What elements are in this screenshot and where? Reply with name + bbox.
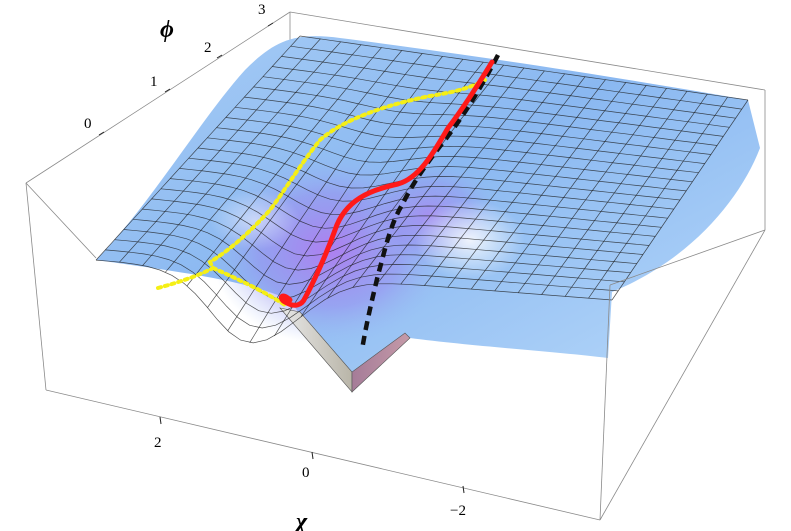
- mesh-line: [216, 127, 693, 183]
- highlight-glow-2: [210, 190, 300, 250]
- phi-tick-label: 1: [150, 74, 158, 90]
- mesh-line: [272, 66, 730, 128]
- series-red-solid: [278, 59, 495, 308]
- highlight-glow: [415, 200, 525, 280]
- mesh-line: [123, 229, 631, 300]
- mesh-line: [188, 157, 674, 210]
- chi-tick-label: 0: [302, 465, 310, 481]
- mesh-line: [244, 96, 711, 155]
- phi-axis: 0 1 2 3 ϕ: [84, 2, 274, 136]
- mesh-line: [170, 178, 662, 229]
- mesh-line: [290, 45, 742, 110]
- mesh-line: [142, 208, 643, 271]
- mesh-line: [133, 218, 637, 285]
- chi-tick-label: 2: [154, 435, 162, 451]
- chi-axis-label: χ: [293, 509, 308, 531]
- phi-tick-label: 3: [258, 2, 266, 18]
- phi-tick-label: 2: [204, 40, 212, 56]
- mesh-line: [235, 106, 705, 164]
- mesh-line: [207, 137, 687, 192]
- mesh-line: [225, 117, 699, 174]
- bounding-box-front: [25, 182, 766, 521]
- surface: [95, 35, 760, 393]
- series-yellow-dotted: [156, 78, 487, 307]
- mesh-line: [179, 168, 668, 219]
- mesh-line: [299, 35, 749, 101]
- mesh-line: [197, 147, 681, 201]
- chi-tick-label: −2: [450, 503, 466, 519]
- curves: [156, 53, 500, 351]
- surface-mesh: [95, 35, 749, 344]
- mesh-line: [151, 198, 650, 257]
- phi-axis-label: ϕ: [160, 17, 174, 43]
- phi-tick-label: 0: [84, 116, 92, 132]
- mesh-line: [262, 76, 724, 137]
- series-black-dashed: [359, 53, 500, 351]
- cusp-wall-right: [351, 332, 411, 393]
- mesh-line: [253, 86, 718, 146]
- chi-axis: 2 0 −2 χ: [154, 416, 466, 531]
- mesh-line: [160, 188, 656, 243]
- mesh-line: [281, 56, 736, 119]
- mesh-line: [114, 239, 625, 314]
- mesh-line: [105, 249, 619, 329]
